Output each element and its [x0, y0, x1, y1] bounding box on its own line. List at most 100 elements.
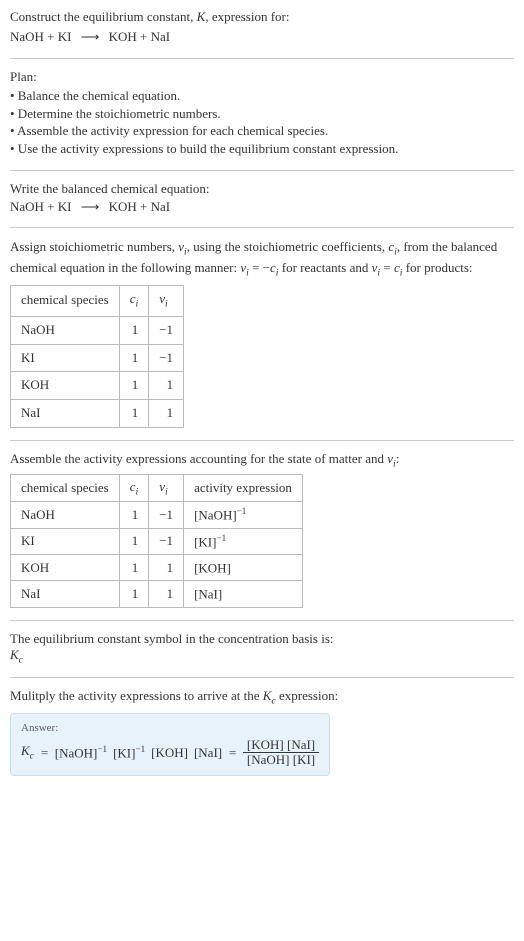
- eq-lhs: NaOH + KI: [10, 29, 71, 44]
- activity-table: chemical species ci νi activity expressi…: [10, 474, 303, 608]
- e1: −1: [97, 744, 107, 754]
- cell-activity: [NaI]: [184, 581, 303, 607]
- sub-c: c: [19, 654, 23, 665]
- activity-text: :: [396, 451, 400, 466]
- t2: [KI]: [113, 745, 135, 760]
- multiply-section: Mulitply the activity expressions to arr…: [10, 688, 514, 776]
- cell-species: NaI: [11, 581, 120, 607]
- act-exp: −1: [216, 533, 226, 543]
- multiply-intro: Mulitply the activity expressions to arr…: [10, 688, 514, 707]
- cell-c: 1: [119, 502, 149, 528]
- table-header-row: chemical species ci νi activity expressi…: [11, 474, 303, 502]
- table-row: KI1−1[KI]−1: [11, 528, 303, 554]
- stoich-text: for products:: [402, 260, 472, 275]
- sub-i: i: [165, 299, 168, 310]
- balanced-eq: NaOH + KI ⟶ KOH + NaI: [10, 199, 514, 215]
- sub-i: i: [136, 486, 139, 497]
- table-row: KOH11: [11, 372, 184, 400]
- plan-list: • Balance the chemical equation. • Deter…: [10, 87, 514, 157]
- divider: [10, 440, 514, 441]
- col-nu: νi: [149, 286, 184, 317]
- term: [KOH]: [151, 745, 188, 761]
- table-row: KOH11[KOH]: [11, 554, 303, 580]
- activity-text: Assemble the activity expressions accoun…: [10, 451, 387, 466]
- term: [NaOH]−1: [55, 744, 107, 761]
- cell-species: KOH: [11, 554, 120, 580]
- equals: =: [40, 745, 49, 761]
- col-c: ci: [119, 474, 149, 502]
- plan-item: • Balance the chemical equation.: [10, 87, 514, 105]
- plan-item: • Use the activity expressions to build …: [10, 140, 514, 158]
- cell-activity: [NaOH]−1: [184, 502, 303, 528]
- k: K: [10, 647, 19, 662]
- divider: [10, 677, 514, 678]
- fd2: [KI]: [293, 752, 315, 767]
- table-row: KI1−1: [11, 344, 184, 372]
- cell-nu: 1: [149, 581, 184, 607]
- k: K: [21, 743, 30, 758]
- nu-symbol: νi: [240, 260, 249, 275]
- cell-nu: −1: [149, 528, 184, 554]
- nu-symbol: νi: [178, 239, 187, 254]
- frac-num: [KOH] [NaI]: [243, 738, 319, 753]
- table-header-row: chemical species ci νi: [11, 286, 184, 317]
- answer-box: Answer: Kc = [NaOH]−1 [KI]−1 [KOH] [NaI]…: [10, 713, 330, 777]
- kc-expression: Kc = [NaOH]−1 [KI]−1 [KOH] [NaI] = [KOH]…: [21, 738, 319, 768]
- term: [NaI]: [194, 745, 222, 761]
- cell-nu: −1: [149, 502, 184, 528]
- cell-nu: −1: [149, 344, 184, 372]
- term: [KI]−1: [113, 744, 145, 761]
- table-row: NaI11[NaI]: [11, 581, 303, 607]
- col-c: ci: [119, 286, 149, 317]
- prompt: Construct the equilibrium constant, K, e…: [10, 8, 514, 46]
- cell-activity: [KI]−1: [184, 528, 303, 554]
- kc-intro: The equilibrium constant symbol in the c…: [10, 631, 514, 647]
- cell-nu: 1: [149, 554, 184, 580]
- stoich-text: , using the stoichiometric coefficients,: [187, 239, 389, 254]
- prompt-text-pre: Construct the equilibrium constant,: [10, 9, 197, 24]
- cell-species: NaOH: [11, 502, 120, 528]
- arrow-icon: ⟶: [81, 199, 100, 215]
- cell-c: 1: [119, 581, 149, 607]
- stoich-text: Assign stoichiometric numbers,: [10, 239, 178, 254]
- answer-label: Answer:: [21, 722, 319, 734]
- col-activity: activity expression: [184, 474, 303, 502]
- act-base: [NaI]: [194, 587, 222, 602]
- e2: −1: [135, 744, 145, 754]
- plan-title: Plan:: [10, 69, 514, 85]
- c-symbol: ci: [270, 260, 279, 275]
- t1: [NaOH]: [55, 745, 98, 760]
- cell-c: 1: [119, 344, 149, 372]
- plan: Plan: • Balance the chemical equation. •…: [10, 69, 514, 157]
- sub-c: c: [30, 751, 34, 762]
- plan-item: • Determine the stoichiometric numbers.: [10, 105, 514, 123]
- fn2: [NaI]: [287, 737, 315, 752]
- eq-rhs: KOH + NaI: [109, 29, 170, 44]
- cell-species: KI: [11, 528, 120, 554]
- act-base: [KOH]: [194, 560, 231, 575]
- sub-i: i: [165, 486, 168, 497]
- table-row: NaOH1−1[NaOH]−1: [11, 502, 303, 528]
- cell-species: NaOH: [11, 316, 120, 344]
- table-row: NaI11: [11, 400, 184, 428]
- stoich-intro: Assign stoichiometric numbers, νi, using…: [10, 238, 514, 429]
- col-species: chemical species: [11, 474, 120, 502]
- kc-symbol: Kc: [10, 647, 514, 666]
- stoich-text: =: [380, 260, 394, 275]
- cell-c: 1: [119, 554, 149, 580]
- cell-nu: 1: [149, 400, 184, 428]
- col-nu: νi: [149, 474, 184, 502]
- plan-item: • Assemble the activity expression for e…: [10, 122, 514, 140]
- cell-species: KI: [11, 344, 120, 372]
- act-base: [NaOH]: [194, 508, 237, 523]
- fn1: [KOH]: [247, 737, 284, 752]
- divider: [10, 620, 514, 621]
- activity-section: Assemble the activity expressions accoun…: [10, 451, 514, 608]
- act-base: [KI]: [194, 534, 216, 549]
- stoich-text: for reactants and: [279, 260, 372, 275]
- cell-c: 1: [119, 316, 149, 344]
- c-symbol: ci: [388, 239, 397, 254]
- fraction: [KOH] [NaI] [NaOH] [KI]: [243, 738, 319, 768]
- cell-species: NaI: [11, 400, 120, 428]
- fd1: [NaOH]: [247, 752, 290, 767]
